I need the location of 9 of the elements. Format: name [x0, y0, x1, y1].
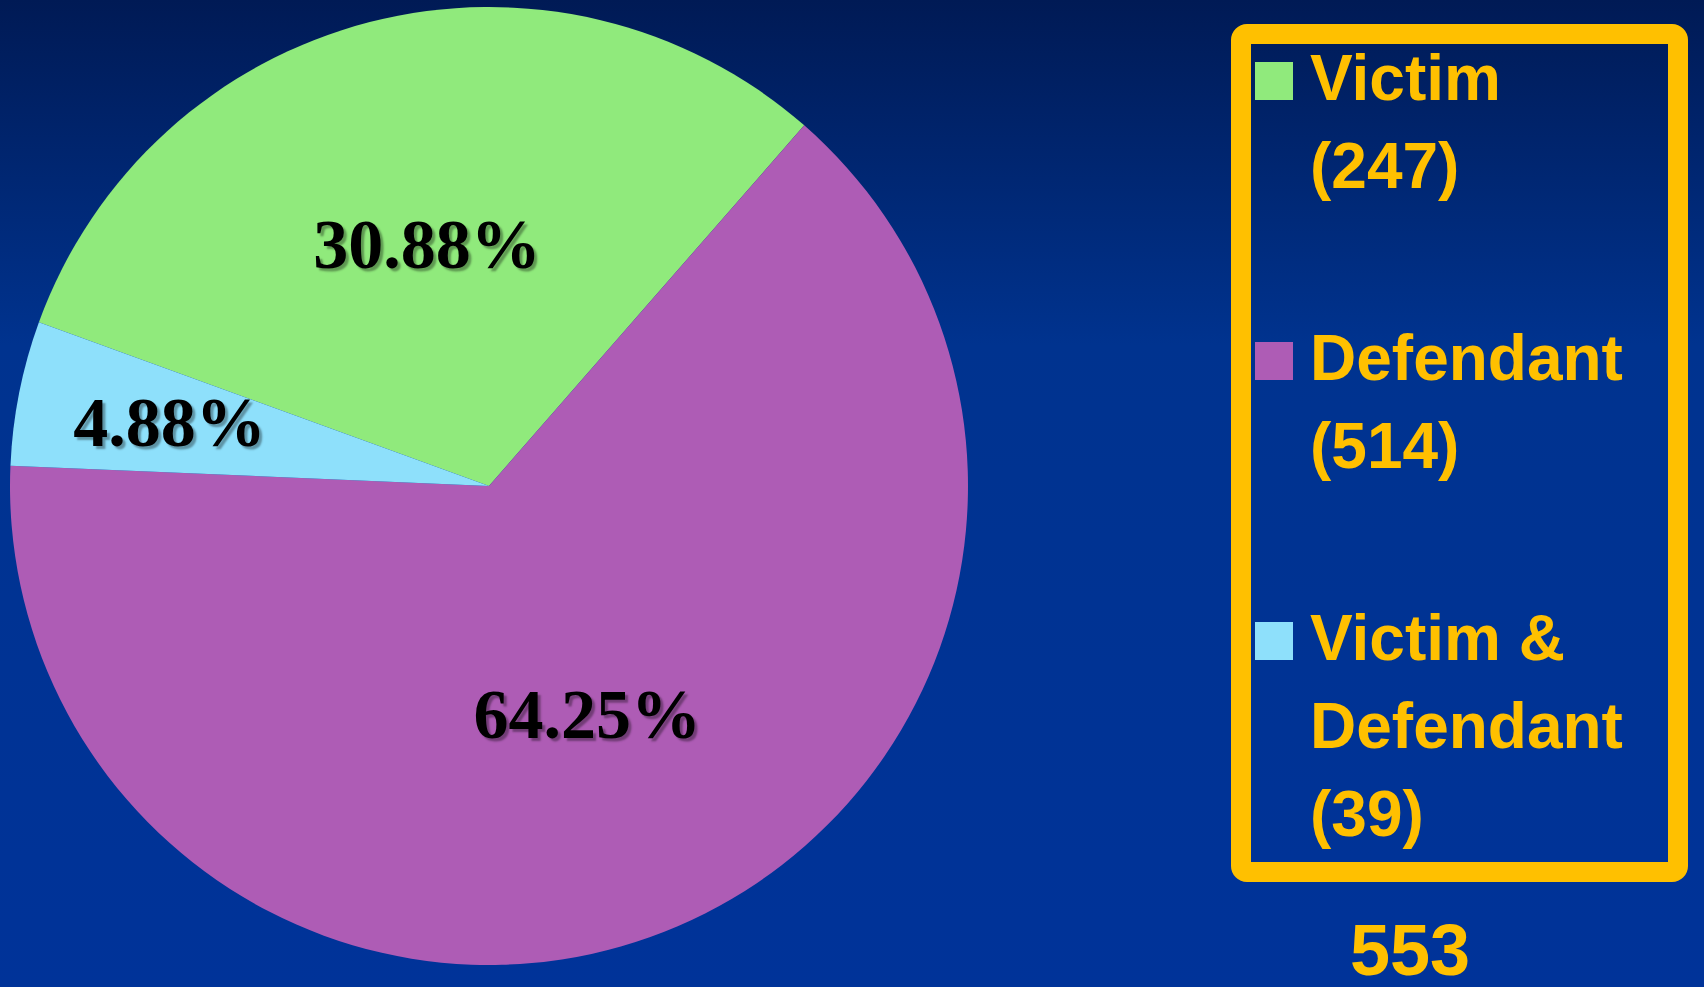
- text: 553: [1349, 910, 1471, 987]
- pie-slice: [38, 7, 805, 486]
- legend-label: Defendant (514): [1310, 322, 1623, 482]
- data-label: 4.88%: [73, 384, 266, 462]
- data-label: 30.88%: [313, 206, 541, 284]
- legend-label: Victim (247): [1310, 42, 1501, 202]
- pie-slice: [10, 125, 968, 965]
- legend-label: Victim & Defendant (39): [1310, 602, 1623, 850]
- data-label: 64.25%: [473, 676, 701, 754]
